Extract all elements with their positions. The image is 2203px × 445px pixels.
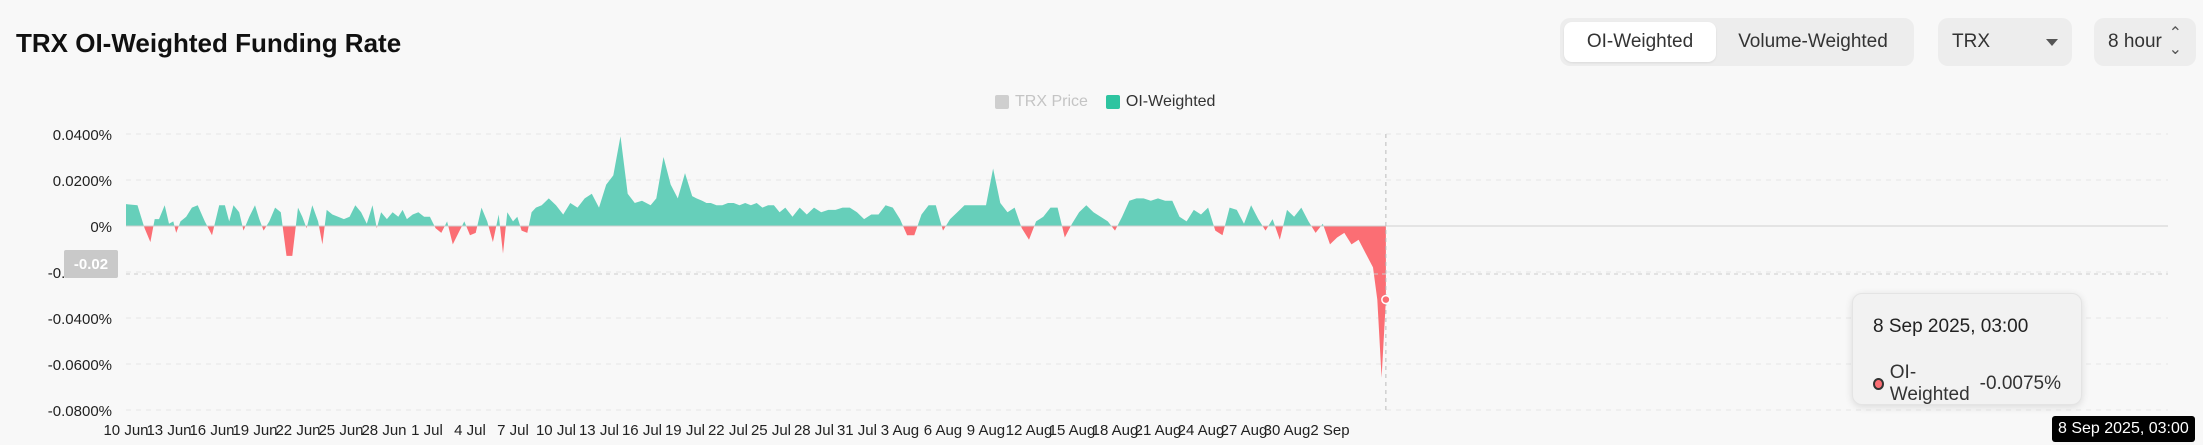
x-tick-label: 7 Jul — [497, 422, 529, 439]
y-tick-label: 0.0400% — [53, 127, 112, 144]
legend-label-oi-weighted: OI-Weighted — [1125, 93, 1216, 110]
weighting-toggle: OI-Weighted Volume-Weighted — [1560, 18, 1914, 66]
volume-weighted-tab[interactable]: Volume-Weighted — [1738, 31, 1888, 52]
tooltip-series-name: OI-Weighted — [1889, 362, 1970, 405]
interval-select-value: 8 hour — [2108, 31, 2162, 52]
up-down-chevron-icon: ⌃ ⌄ — [2168, 25, 2182, 58]
page-title: TRX OI-Weighted Funding Rate — [16, 28, 402, 58]
x-tick-label: 3 Aug — [881, 422, 919, 439]
x-tick-label: 27 Aug — [1221, 422, 1268, 439]
x-tick-label: 4 Jul — [454, 422, 486, 439]
y-tick-label: -0.0800% — [48, 403, 112, 420]
x-tick-label: 28 Jun — [361, 422, 406, 439]
x-tick-label: 25 Jul — [751, 422, 791, 439]
x-tick-label: 25 Jun — [318, 422, 363, 439]
interval-select[interactable]: 8 hour ⌃ ⌄ — [2094, 18, 2196, 66]
x-tick-label: 31 Jul — [837, 422, 877, 439]
y-tick-label: -0.0600% — [48, 357, 112, 374]
x-tick-label: 18 Aug — [1092, 422, 1139, 439]
x-tick-label: 1 Jul — [411, 422, 443, 439]
x-tick-label: 9 Aug — [967, 422, 1005, 439]
x-tick-label: 28 Jul — [794, 422, 834, 439]
x-tick-label: 22 Jun — [275, 422, 320, 439]
chart-tooltip: 8 Sep 2025, 03:00 OI-Weighted -0.0075% — [1852, 293, 2082, 405]
asset-select-value: TRX — [1952, 31, 1990, 52]
tooltip-value: -0.0075% — [1979, 373, 2061, 394]
x-tick-label: 15 Aug — [1049, 422, 1096, 439]
legend-item-oi-weighted[interactable]: OI-Weighted — [1105, 93, 1216, 111]
x-tick-label: 10 Jun — [103, 422, 148, 439]
x-tick-label: 30 Aug — [1264, 422, 1311, 439]
legend-swatch-price — [995, 95, 1009, 109]
legend-swatch-oi-weighted — [1105, 95, 1120, 109]
legend-label-price: TRX Price — [1015, 93, 1088, 110]
x-tick-label: 19 Jun — [232, 422, 277, 439]
chart-legend: TRX Price OI-Weighted — [995, 93, 1215, 111]
x-tick-label: 2 Sep — [1310, 422, 1349, 439]
tooltip-series-dot-icon — [1873, 378, 1884, 390]
x-tick-label: 21 Aug — [1135, 422, 1182, 439]
x-tick-label: 16 Jul — [622, 422, 662, 439]
x-tick-label: 6 Aug — [924, 422, 962, 439]
y-tick-label: 0.0200% — [53, 173, 112, 190]
chevron-down-icon — [2046, 38, 2058, 46]
tooltip-row: OI-Weighted -0.0075% — [1873, 362, 2061, 406]
x-tick-label: 13 Jul — [579, 422, 619, 439]
legend-item-price[interactable]: TRX Price — [995, 93, 1088, 111]
x-tick-label: 12 Aug — [1006, 422, 1053, 439]
asset-select[interactable]: TRX — [1938, 18, 2072, 66]
x-crosshair-label: 8 Sep 2025, 03:00 — [2052, 416, 2195, 442]
hover-point — [1381, 294, 1391, 305]
x-tick-label: 10 Jul — [536, 422, 576, 439]
x-tick-label: 22 Jul — [708, 422, 748, 439]
x-tick-label: 24 Aug — [1178, 422, 1225, 439]
x-tick-label: 16 Jun — [189, 422, 234, 439]
series-area-negative — [126, 226, 1386, 378]
y-tick-label: 0% — [90, 219, 112, 236]
x-tick-label: 13 Jun — [146, 422, 191, 439]
oi-weighted-tab[interactable]: OI-Weighted — [1564, 22, 1716, 62]
y-crosshair-label: -0.02 — [64, 250, 118, 278]
tooltip-date: 8 Sep 2025, 03:00 — [1873, 316, 2029, 337]
series-area-positive — [126, 136, 1386, 226]
x-tick-label: 19 Jul — [665, 422, 705, 439]
y-tick-label: -0.0400% — [48, 311, 112, 328]
